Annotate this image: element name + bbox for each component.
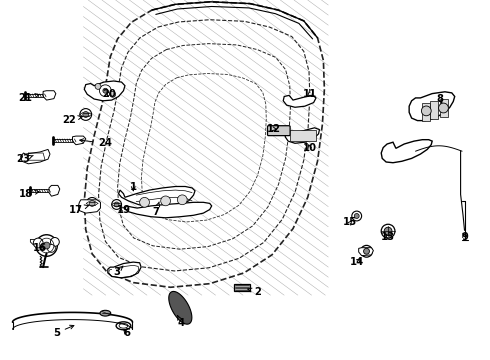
Polygon shape (359, 248, 373, 256)
Circle shape (364, 248, 369, 254)
Text: 13: 13 (381, 232, 395, 242)
Text: 14: 14 (349, 257, 364, 267)
Circle shape (33, 238, 43, 248)
Bar (422, 103, 430, 121)
Circle shape (361, 246, 372, 257)
Text: 1: 1 (130, 182, 137, 192)
Circle shape (140, 197, 149, 207)
Circle shape (381, 224, 395, 238)
Circle shape (110, 91, 116, 97)
Circle shape (112, 199, 122, 210)
Text: 15: 15 (343, 217, 357, 228)
Text: 5: 5 (53, 325, 74, 338)
Text: 9: 9 (461, 232, 468, 242)
Text: 6: 6 (123, 328, 130, 338)
Circle shape (89, 201, 95, 206)
Text: 7: 7 (152, 202, 160, 217)
Polygon shape (119, 186, 195, 208)
Text: 23: 23 (17, 154, 33, 164)
Bar (290, 130, 316, 141)
Bar (440, 99, 448, 117)
Text: 4: 4 (177, 315, 185, 328)
Text: 10: 10 (303, 143, 317, 153)
Text: 19: 19 (117, 204, 130, 215)
Circle shape (83, 112, 89, 117)
Text: 18: 18 (19, 189, 39, 199)
Polygon shape (84, 81, 125, 101)
Polygon shape (285, 128, 319, 143)
Polygon shape (283, 95, 316, 107)
Text: 21: 21 (19, 93, 39, 103)
Polygon shape (43, 91, 56, 100)
Text: 22: 22 (63, 114, 82, 125)
Text: 17: 17 (69, 204, 89, 215)
Circle shape (43, 242, 50, 249)
Circle shape (352, 211, 362, 221)
Circle shape (114, 202, 119, 207)
Text: 11: 11 (302, 89, 317, 99)
Polygon shape (409, 92, 455, 121)
Circle shape (80, 109, 92, 120)
Circle shape (161, 196, 171, 206)
Polygon shape (381, 140, 432, 163)
Circle shape (384, 227, 392, 235)
Circle shape (48, 244, 55, 252)
Polygon shape (169, 291, 192, 324)
Circle shape (421, 106, 431, 116)
Circle shape (95, 84, 101, 89)
Polygon shape (30, 239, 45, 245)
Circle shape (36, 235, 57, 256)
Circle shape (354, 213, 359, 219)
Text: 16: 16 (33, 243, 47, 253)
Bar (430, 101, 438, 119)
Circle shape (439, 103, 448, 113)
Circle shape (103, 88, 108, 93)
Text: 8: 8 (437, 94, 443, 104)
Text: 12: 12 (267, 124, 280, 134)
Polygon shape (234, 284, 250, 291)
Polygon shape (49, 185, 60, 196)
Polygon shape (21, 149, 50, 164)
Circle shape (177, 195, 187, 205)
FancyBboxPatch shape (268, 126, 290, 136)
Polygon shape (78, 200, 100, 213)
Circle shape (86, 198, 98, 209)
Text: 24: 24 (80, 138, 112, 148)
Polygon shape (125, 202, 212, 218)
Polygon shape (108, 262, 141, 278)
Text: 20: 20 (102, 89, 116, 99)
Polygon shape (73, 136, 86, 145)
Text: 2: 2 (248, 287, 261, 297)
Circle shape (50, 238, 59, 246)
Ellipse shape (100, 310, 111, 316)
Text: 3: 3 (113, 266, 123, 277)
